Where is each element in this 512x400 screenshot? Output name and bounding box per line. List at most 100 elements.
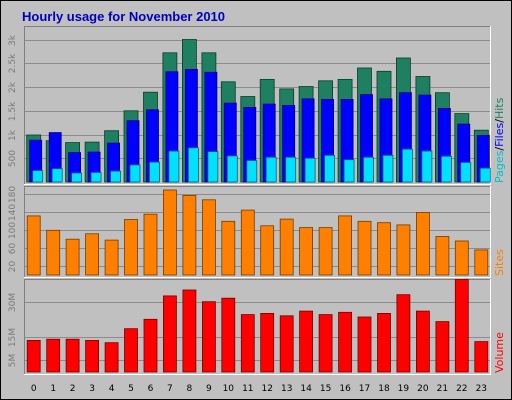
bar-pages-9 (207, 151, 219, 183)
bar-volume-3 (85, 339, 99, 373)
x-tick-label-17: 17 (359, 384, 370, 394)
bar-sites-14 (299, 227, 314, 276)
bar-volume-13 (279, 315, 294, 373)
bar-volume-15 (318, 314, 333, 373)
y-tick-label: 5M (8, 354, 18, 368)
chart-title: Hourly usage for November 2010 (22, 9, 225, 24)
x-tick-label-6: 6 (148, 384, 154, 394)
y-tick-label: 180 (8, 186, 18, 203)
x-tick-label-3: 3 (89, 384, 95, 394)
bar-pages-12 (265, 156, 277, 183)
bar-pages-22 (460, 162, 472, 183)
bar-volume-22 (454, 279, 469, 373)
bar-sites-4 (104, 239, 119, 276)
bar-pages-6 (149, 161, 160, 183)
x-tick-label-11: 11 (242, 384, 253, 394)
x-tick-label-7: 7 (167, 384, 173, 394)
bar-sites-16 (338, 215, 353, 276)
y-tick-label: 30M (8, 293, 18, 312)
bar-volume-12 (260, 312, 275, 373)
x-tick-label-5: 5 (128, 384, 134, 394)
bar-pages-3 (90, 172, 102, 183)
y-tick-label: 140 (8, 204, 18, 221)
panel-volume-background (24, 279, 491, 375)
legend-part: Pages (493, 150, 506, 183)
bar-volume-5 (124, 328, 138, 373)
x-tick-label-13: 13 (281, 384, 292, 394)
bar-volume-1 (46, 338, 61, 373)
panel-hits-legend: Pages/Files/Hits (493, 97, 506, 183)
legend-part: Files (493, 122, 506, 146)
bar-pages-18 (382, 154, 394, 183)
y-tick-label: 1k (8, 129, 18, 141)
bar-pages-16 (343, 159, 355, 183)
x-tick-label-19: 19 (398, 384, 410, 394)
bar-volume-0 (26, 339, 41, 373)
legend-part: / (493, 147, 506, 151)
bar-pages-7 (168, 150, 180, 183)
x-tick-label-10: 10 (223, 384, 235, 394)
bar-volume-2 (65, 338, 80, 373)
y-tick-label: 15M (8, 328, 18, 347)
bar-sites-11 (240, 209, 255, 276)
bar-sites-13 (279, 218, 294, 276)
bar-pages-19 (401, 148, 413, 183)
x-tick-label-8: 8 (187, 384, 193, 394)
legend-part: / (493, 119, 506, 123)
x-axis: 0 1 2 3 4 5 6 7 8 9 10 11 12 13 14 15 16 17 18 19 20 21 22 23 (31, 384, 487, 394)
bar-volume-20 (415, 310, 430, 373)
bar-volume-18 (377, 312, 391, 373)
panel-sites-background (24, 186, 491, 278)
bar-pages-17 (363, 156, 374, 183)
bar-sites-21 (435, 236, 450, 276)
bar-sites-22 (454, 240, 469, 276)
bar-sites-0 (26, 215, 41, 276)
x-tick-label-16: 16 (339, 384, 351, 394)
legend-part: Sites (493, 249, 506, 276)
bar-sites-20 (415, 211, 430, 276)
bar-pages-14 (304, 157, 316, 183)
bar-pages-0 (32, 170, 44, 183)
legend-part: Volume (493, 332, 506, 373)
bar-volume-8 (182, 289, 197, 373)
bar-sites-2 (65, 238, 80, 276)
x-tick-label-22: 22 (456, 384, 467, 394)
bar-volume-16 (338, 311, 353, 373)
x-tick-label-20: 20 (417, 384, 429, 394)
bar-volume-11 (240, 314, 255, 373)
bar-sites-6 (143, 213, 158, 276)
bar-pages-2 (71, 172, 82, 183)
y-tick-label: 500 (8, 150, 18, 167)
bar-pages-13 (285, 156, 297, 183)
bar-sites-17 (357, 220, 372, 276)
y-tick-label: 100 (8, 222, 18, 239)
bar-volume-14 (299, 310, 314, 373)
bar-pages-23 (479, 167, 491, 183)
bar-pages-20 (421, 150, 433, 183)
bar-volume-9 (201, 301, 216, 373)
panel-volume: 5M 15M 30M Volume (8, 279, 506, 375)
bar-sites-7 (162, 189, 177, 276)
y-tick-label: 20 (8, 261, 18, 273)
x-tick-label-23: 23 (476, 384, 487, 394)
bar-volume-7 (162, 295, 177, 373)
x-tick-label-9: 9 (206, 384, 212, 394)
bar-volume-4 (104, 342, 119, 373)
y-tick-label: 1.5k (8, 101, 18, 121)
bar-sites-10 (221, 220, 236, 276)
bar-pages-10 (226, 155, 238, 183)
bar-volume-19 (396, 294, 411, 373)
bar-sites-23 (474, 249, 489, 276)
bar-sites-18 (377, 222, 391, 276)
bar-pages-5 (129, 164, 141, 183)
bar-volume-6 (143, 318, 158, 373)
bar-sites-9 (201, 199, 216, 276)
y-tick-label: 2k (8, 81, 18, 93)
y-tick-label: 60 (8, 243, 18, 255)
bar-volume-17 (357, 316, 372, 373)
legend-part: Hits (493, 97, 506, 119)
bar-volume-21 (435, 321, 450, 373)
bar-pages-8 (187, 147, 199, 183)
x-tick-label-14: 14 (300, 384, 312, 394)
